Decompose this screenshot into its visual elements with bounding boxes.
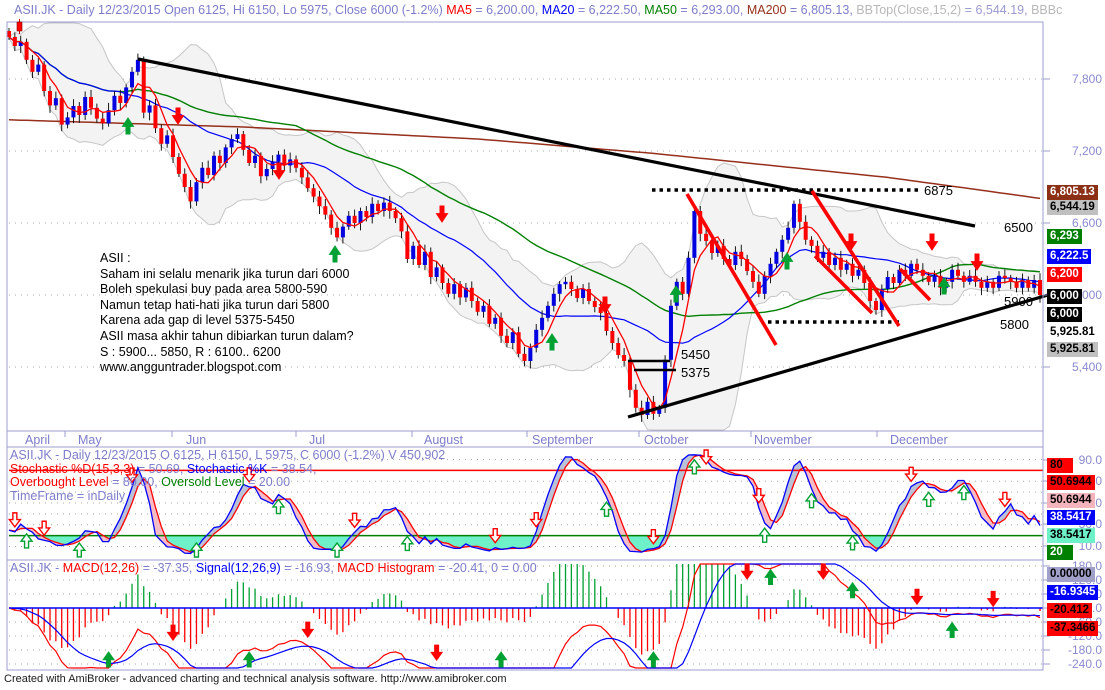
value-badge: 6,000 — [1047, 307, 1082, 322]
axis-tick-label: 5,400 — [1071, 360, 1102, 374]
axis-tick-label: 7,800 — [1071, 72, 1102, 86]
axis-tick-label: 6,600 — [1071, 216, 1102, 230]
month-label-august: August — [424, 433, 463, 447]
month-label-may: May — [78, 433, 102, 447]
axis-tick-label: 7,200 — [1071, 144, 1102, 158]
month-label-jun: Jun — [186, 433, 207, 447]
value-badge: -20.412 — [1047, 603, 1093, 618]
value-badge: 6,805.13 — [1047, 185, 1098, 200]
value-badge: 6,222.5 — [1047, 249, 1092, 264]
value-badge: 38.5417 — [1047, 528, 1095, 543]
value-badge: 5,925.81 — [1047, 325, 1098, 340]
value-badge: 6,000 — [1047, 289, 1082, 304]
value-badge: 0.00000 — [1047, 567, 1095, 582]
month-label-september: September — [532, 433, 594, 447]
price-level-label: 5800 — [1000, 317, 1029, 332]
month-label-jul: Jul — [309, 433, 325, 447]
value-badge: -37.3466 — [1047, 621, 1099, 636]
value-badge: 6,293 — [1047, 229, 1082, 244]
price-level-label: 5900 — [1004, 294, 1033, 309]
price-level-label: 5450 — [681, 347, 710, 362]
value-badge: 50.6944 — [1047, 493, 1095, 508]
month-label-december: December — [890, 433, 948, 447]
value-badge: -16.9345 — [1047, 585, 1099, 600]
month-label-october: October — [644, 433, 689, 447]
month-label-april: April — [25, 433, 51, 447]
value-badge: 6,200 — [1047, 267, 1082, 282]
value-badge: 80 — [1047, 458, 1073, 473]
axis-tick-label: 90.0 — [1078, 453, 1102, 467]
axis-tick-label: -240.0 — [1067, 657, 1102, 671]
price-level-label: 6875 — [924, 183, 953, 198]
value-badge: 6,544.19 — [1047, 200, 1098, 215]
month-label-november: November — [754, 433, 812, 447]
value-badge: 50.6944 — [1047, 475, 1095, 490]
price-level-label: 6500 — [1004, 220, 1033, 235]
value-badge: 20 — [1047, 545, 1073, 560]
value-badge: 5,925.81 — [1047, 342, 1098, 357]
price-level-label: 5375 — [681, 365, 710, 380]
value-badge: 38.5417 — [1047, 510, 1095, 525]
axis-tick-label: -180.0 — [1067, 643, 1102, 657]
